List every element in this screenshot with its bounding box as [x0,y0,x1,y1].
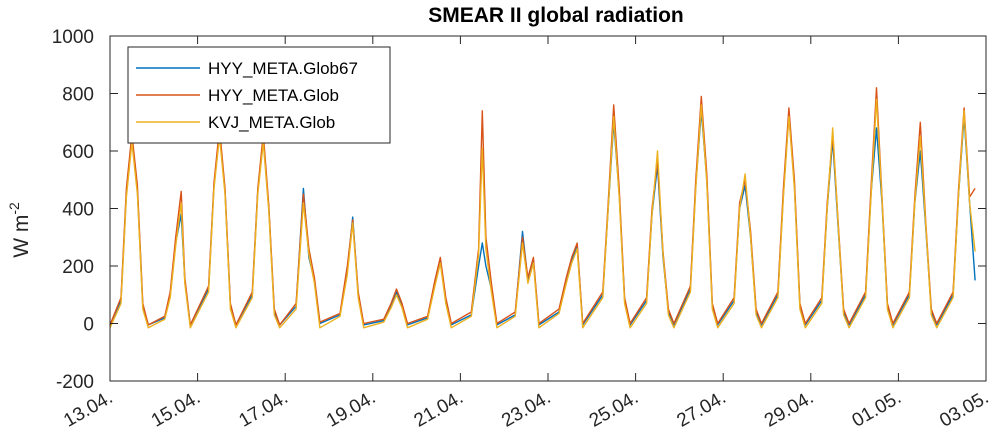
x-tick-label: 15.04. [148,387,204,432]
y-tick-label: 800 [62,85,94,106]
x-tick-label: 29.04. [761,387,817,432]
x-tick-label: 21.04. [411,387,467,432]
y-tick-label: -200 [56,372,94,393]
series-line-3 [109,98,976,329]
y-axis-label-text: W m [10,215,33,258]
series-layer [109,87,976,329]
x-tick-label: 25.04. [586,387,642,432]
x-tick-label: 13.04. [60,387,116,432]
svg-text:W m-2: W m-2 [6,202,33,258]
legend-label-1: HYY_META.Glob67 [208,59,358,78]
x-tick-label: 23.04. [498,387,554,432]
legend-entries: HYY_META.Glob67 HYY_META.Glob KVJ_META.Glo… [136,59,358,132]
legend: HYY_META.Glob67 HYY_META.Glob KVJ_META.Glo… [127,46,391,144]
x-tick-label: 27.04. [673,387,729,432]
x-tick-label: 03.05. [936,387,992,432]
plot-frame [109,35,987,382]
legend-label-2: HYY_META.Glob [208,86,339,105]
x-tick-label: 17.04. [235,387,291,432]
x-tick-label: 01.05. [849,387,905,432]
x-tick-label: 19.04. [323,387,379,432]
y-tick-label: 0 [83,315,94,336]
y-tick-label: 400 [62,200,94,221]
y-axis-label-exponent: -2 [6,202,22,215]
chart-title: SMEAR II global radiation [428,4,684,27]
legend-label-3: KVJ_META.Glob [208,113,335,132]
y-tick-label: 600 [62,142,94,163]
y-axis: -200 0 200 400 600 800 1000 [52,27,986,393]
y-axis-label: W m-2 [6,202,33,258]
y-tick-label: 200 [62,257,94,278]
y-tick-label: 1000 [52,27,94,48]
